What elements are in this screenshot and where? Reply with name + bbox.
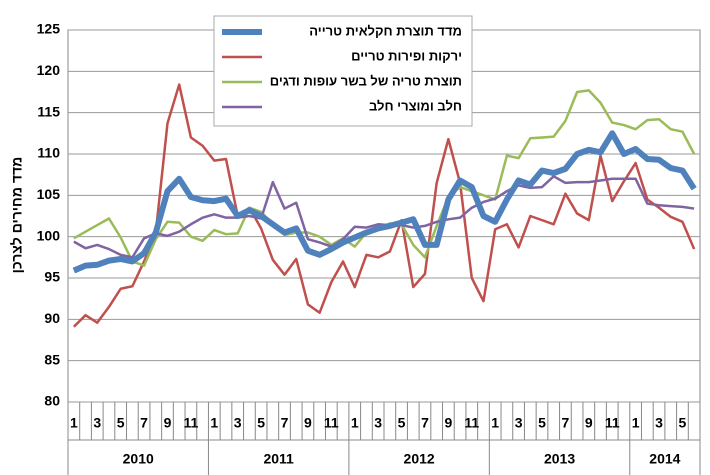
y-tick-label: 120 (37, 62, 61, 78)
x-tick-label: 1 (491, 415, 499, 431)
x-tick-label: 3 (374, 415, 382, 431)
y-tick-label: 100 (37, 227, 61, 243)
x-tick-label: 1 (210, 415, 218, 431)
year-label: 2012 (404, 451, 435, 467)
x-tick-label: 11 (464, 415, 479, 431)
x-tick-label: 7 (421, 415, 429, 431)
legend-label: תוצרת טריה של בשר עופות ודגים (270, 73, 462, 88)
x-tick-label: 3 (234, 415, 242, 431)
x-tick-label: 5 (538, 415, 546, 431)
x-tick-label: 9 (304, 415, 312, 431)
x-tick-label: 11 (183, 415, 198, 431)
x-tick-label: 3 (655, 415, 663, 431)
x-tick-label: 1 (70, 415, 78, 431)
x-tick-label: 1 (351, 415, 359, 431)
x-tick-label: 7 (140, 415, 148, 431)
x-tick-label: 5 (679, 415, 687, 431)
x-tick-label: 3 (515, 415, 523, 431)
x-tick-label: 9 (585, 415, 593, 431)
x-tick-label: 5 (117, 415, 125, 431)
legend-label: חלב ומוצרי חלב (369, 98, 462, 113)
y-tick-label: 105 (37, 186, 61, 202)
x-tick-label: 3 (93, 415, 101, 431)
x-tick-label: 9 (164, 415, 172, 431)
x-tick-label: 11 (324, 415, 339, 431)
x-tick-label: 5 (398, 415, 406, 431)
series-line (72, 83, 696, 328)
x-tick-label: 7 (562, 415, 570, 431)
y-tick-label: 80 (44, 393, 60, 409)
x-tick-label: 11 (605, 415, 620, 431)
year-label: 2011 (263, 451, 294, 467)
series-line (72, 130, 697, 274)
y-tick-label: 115 (37, 103, 60, 119)
x-tick-label: 1 (632, 415, 640, 431)
y-tick-label: 90 (44, 310, 60, 326)
y-tick-label: 110 (37, 145, 60, 161)
x-tick-label: 5 (257, 415, 265, 431)
y-tick-label: 85 (44, 351, 60, 367)
year-label: 2014 (649, 451, 680, 467)
x-tick-label: 7 (281, 415, 289, 431)
year-label: 2013 (544, 451, 575, 467)
legend-label: ירקות ופירות טריים (351, 48, 462, 63)
x-tick-label: 9 (444, 415, 452, 431)
y-tick-label: 95 (44, 269, 60, 285)
y-tick-label: 125 (37, 21, 61, 37)
y-axis-label: מדד מחירים לצרכן (9, 157, 25, 274)
year-label: 2010 (123, 451, 154, 467)
legend-label: מדד תוצרת חקלאית טרייה (309, 23, 462, 38)
